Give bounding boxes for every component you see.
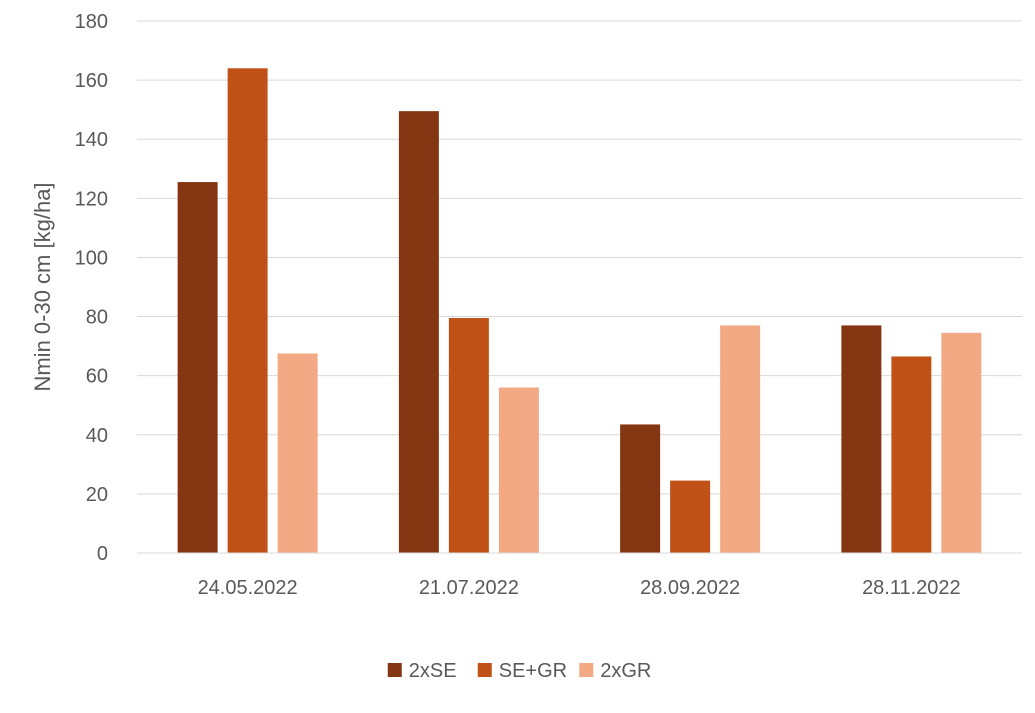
bar: [941, 332, 982, 553]
y-tick-label: 60: [86, 366, 108, 388]
y-axis-ticks: 0 20 40 60 80 100 120 140 160 180: [75, 11, 108, 565]
x-tick-label: 28.11.2022: [862, 577, 961, 599]
y-tick-label: 100: [75, 247, 108, 269]
legend: 2xSE SE+GR 2xGR: [387, 660, 651, 682]
bar: [398, 111, 439, 554]
legend-label: SE+GR: [499, 660, 567, 682]
bar: [277, 353, 318, 553]
y-tick-label: 40: [86, 425, 108, 447]
y-axis-title: Nmin 0-30 cm [kg/ha]: [30, 182, 55, 391]
gridlines: [137, 20, 1022, 495]
bar: [177, 182, 218, 554]
legend-swatch: [387, 663, 402, 677]
bar: [891, 356, 932, 553]
bar: [841, 325, 882, 553]
y-tick-label: 80: [86, 307, 108, 329]
x-tick-label: 28.09.2022: [640, 577, 740, 599]
legend-swatch: [477, 663, 492, 677]
x-axis-ticks: 24.05.2022 21.07.2022 28.09.2022 28.11.2022: [198, 577, 961, 599]
y-tick-label: 140: [75, 129, 108, 151]
legend-label: 2xSE: [409, 660, 457, 682]
x-tick-label: 21.07.2022: [419, 577, 519, 599]
bar: [670, 480, 711, 553]
bar: [448, 318, 489, 553]
bar: [498, 387, 539, 553]
legend-label: 2xGR: [600, 660, 651, 682]
bar: [720, 325, 761, 553]
bar: [620, 424, 661, 553]
x-tick-label: 24.05.2022: [198, 577, 298, 599]
legend-swatch: [579, 663, 594, 677]
bar: [227, 68, 268, 554]
y-tick-label: 0: [97, 543, 108, 565]
y-tick-label: 160: [75, 70, 108, 92]
bars: [177, 68, 982, 554]
y-tick-label: 120: [75, 188, 108, 210]
y-tick-label: 180: [75, 11, 108, 33]
y-tick-label: 20: [86, 484, 108, 506]
